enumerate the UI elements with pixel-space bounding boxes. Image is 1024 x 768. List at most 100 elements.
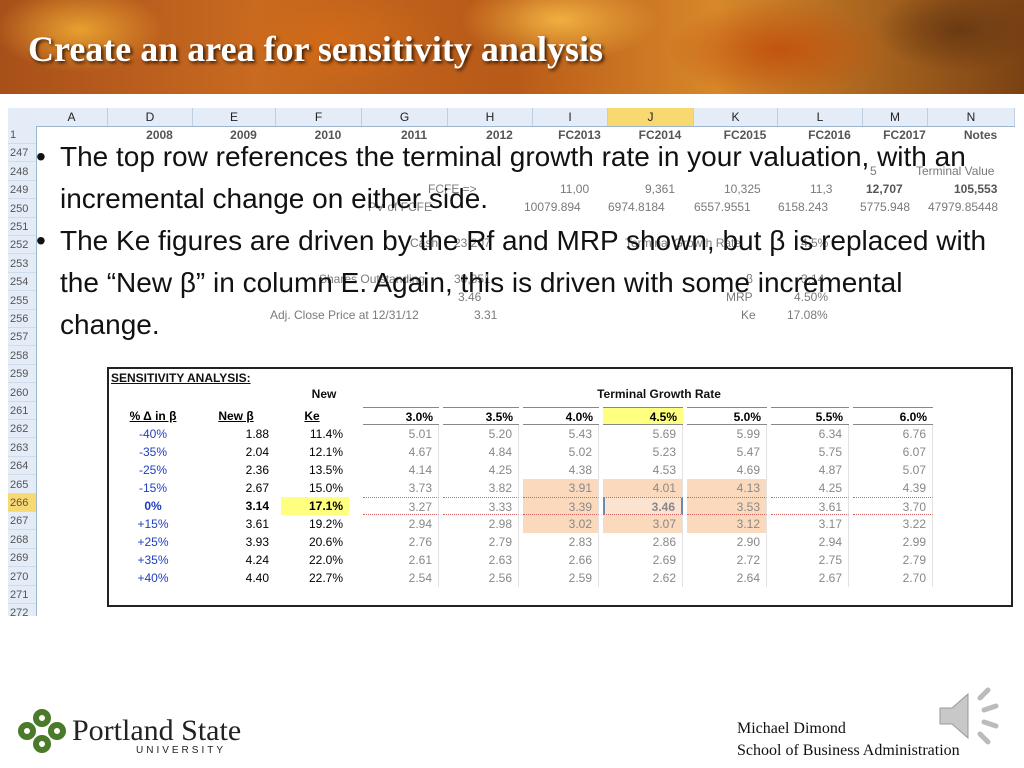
new-beta-cell: 3.61 [245,517,269,531]
share-value-cell: 3.12 [687,515,767,533]
column-header: F [276,108,362,126]
share-value-cell: 5.07 [853,461,933,479]
beta-change-cell: -40% [138,427,167,441]
share-value-cell: 2.66 [523,551,599,569]
row-number: 256 [8,310,36,328]
ke-cell: 22.0% [308,553,343,567]
row-number: 250 [8,200,36,218]
row-number: 252 [8,236,36,255]
row-number: 262 [8,420,36,439]
background-cell: 6158.243 [778,200,829,214]
share-value-cell: 5.99 [687,425,767,443]
background-cell: 3.46 [458,290,482,304]
new-label: New [311,387,337,401]
share-value-cell: 4.13 [687,479,767,497]
bullet-item: • The top row references the terminal gro… [36,141,966,214]
background-cell: 3.31 [474,308,498,322]
share-value-cell: 4.67 [363,443,439,461]
share-value-cell: 4.01 [603,479,683,497]
beta-change-cell: +40% [137,571,169,585]
year-header: FC2017 [883,128,926,142]
background-cell: 4.50% [794,290,829,304]
growth-rate-header: 6.0% [853,407,933,425]
terminal-growth-label: Terminal Growth Rate [597,387,721,401]
column-header: G [362,108,448,126]
year-header: FC2015 [723,128,767,142]
column-header: H [448,108,533,126]
bullet-list: • The top row references the terminal gro… [36,136,1001,346]
background-cell: 3.14 [801,272,825,286]
share-value-cell: 3.22 [853,515,933,533]
background-cell: Terminal Growth Rate [625,236,742,250]
share-value-cell: 3.73 [363,479,439,497]
share-value-cell: 4.39 [853,479,933,497]
column-header: M [863,108,928,126]
background-cell: 23,207 [454,236,491,250]
background-cell: 6557.9551 [694,200,751,214]
row-headers: 1 247 248 249 250 251 252 253 254 255 256 257 258 259… [8,126,37,616]
sensitivity-column-header: New β [218,409,254,423]
row-number: 251 [8,218,36,236]
share-value-cell: 5.23 [603,443,683,461]
share-value-cell: 3.46 [603,497,683,515]
row-number: 265 [8,476,36,494]
share-value-cell: 3.33 [443,497,519,515]
background-cell: FCFE => [428,182,477,196]
row-number: 269 [8,549,36,568]
share-value-cell: 4.87 [771,461,849,479]
share-value-cell: 3.91 [523,479,599,497]
row-number: 266 [8,494,36,512]
row-number: 247 [8,144,36,163]
share-value-cell: 2.63 [443,551,519,569]
logo-subtitle: UNIVERSITY [136,745,227,756]
row-number: 248 [8,163,36,181]
row-number: 261 [8,402,36,420]
row-number: 253 [8,255,36,273]
beta-change-cell: -35% [138,445,167,459]
share-value-cell: 2.59 [523,569,599,587]
share-value-cell: 3.70 [853,497,933,515]
share-value-cell: 3.53 [687,497,767,515]
new-beta-cell: 2.36 [245,463,269,477]
portland-state-logo-icon [17,708,67,759]
ke-cell: 13.5% [308,463,343,477]
ke-cell: 22.7% [308,571,343,585]
speaker-icon[interactable] [934,684,1006,753]
row-number: 271 [8,586,36,604]
row-number: 272 [8,604,36,616]
background-cell: 30,851 [454,272,491,286]
growth-rate-header: 4.0% [523,407,599,425]
bullet-text: The top row references the terminal grow… [60,141,966,214]
beta-change-cell: +15% [137,517,169,531]
share-value-cell: 2.90 [687,533,767,551]
share-value-cell: 2.83 [523,533,599,551]
background-cell: MRP [726,290,753,304]
beta-change-cell: 0% [144,499,162,513]
share-value-cell: 4.38 [523,461,599,479]
year-header: 2012 [486,128,513,142]
ke-cell: 20.6% [308,535,343,549]
row-number: 257 [8,328,36,347]
row-number: 263 [8,439,36,457]
row-number: 270 [8,568,36,586]
share-value-cell: 4.25 [771,479,849,497]
share-value-cell: 2.69 [603,551,683,569]
year-header: 2010 [314,128,342,142]
background-cell: 17.08% [787,308,828,322]
background-cell: 10,325 [724,182,761,196]
share-value-cell: 2.54 [363,569,439,587]
share-value-cell: 3.02 [523,515,599,533]
year-header: FC2013 [558,128,601,142]
share-value-cell: 2.98 [443,515,519,533]
background-cell: 47979.85448 [928,200,999,214]
background-cell: 6974.8184 [608,200,665,214]
share-value-cell: 6.34 [771,425,849,443]
row-number: 264 [8,457,36,476]
share-value-cell: 6.76 [853,425,933,443]
share-value-cell: 4.84 [443,443,519,461]
column-header: J [608,108,694,126]
background-cell: PV of FCFE [368,200,433,214]
new-beta-cell: 3.14 [245,499,269,513]
background-cell: 11,3 [810,182,833,196]
